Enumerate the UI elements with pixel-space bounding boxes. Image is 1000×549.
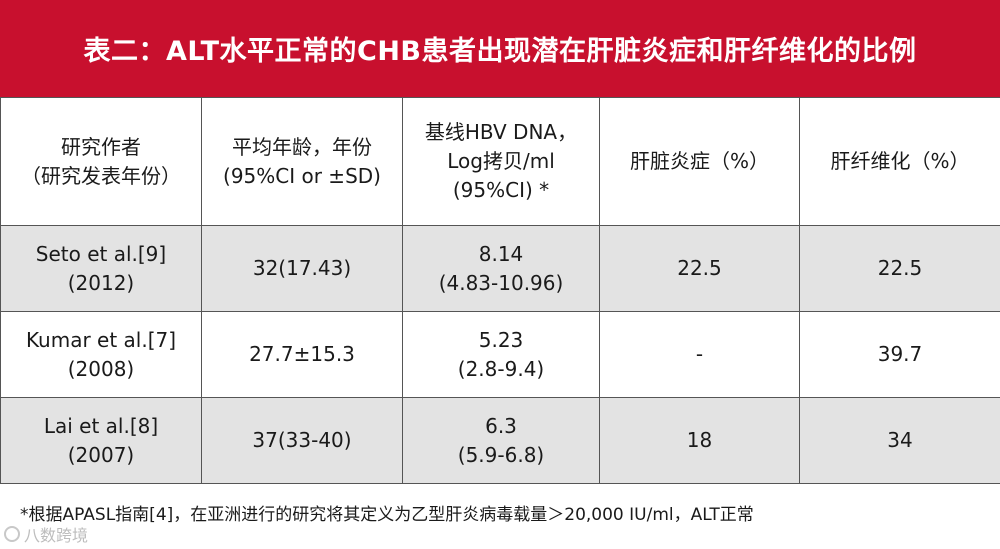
header-study: 研究作者 （研究发表年份） (0, 97, 202, 226)
table-row: Lai et al.[8] (2007) 37(33-40) 6.3 (5.9-… (0, 397, 1000, 484)
cell-inflammation: - (599, 311, 800, 398)
header-inflammation: 肝脏炎症（%） (599, 97, 800, 226)
cell-study: Kumar et al.[7] (2008) (0, 311, 202, 398)
cell-hbv-dna: 6.3 (5.9-6.8) (402, 397, 600, 484)
cell-fibrosis: 39.7 (799, 311, 1000, 398)
watermark-logo-icon (4, 526, 20, 542)
data-table: 研究作者 （研究发表年份） 平均年龄，年份 (95%CI or ±SD) 基线H… (0, 97, 1000, 484)
header-age: 平均年龄，年份 (95%CI or ±SD) (201, 97, 403, 226)
cell-study: Lai et al.[8] (2007) (0, 397, 202, 484)
table-title: 表二：ALT水平正常的CHB患者出现潜在肝脏炎症和肝纤维化的比例 (0, 0, 1000, 97)
cell-hbv-dna: 5.23 (2.8-9.4) (402, 311, 600, 398)
cell-age: 32(17.43) (201, 225, 403, 312)
table-row: Seto et al.[9] (2012) 32(17.43) 8.14 (4.… (0, 225, 1000, 312)
cell-fibrosis: 22.5 (799, 225, 1000, 312)
header-hbv-dna: 基线HBV DNA， Log拷贝/ml (95%CI) * (402, 97, 600, 226)
cell-hbv-dna: 8.14 (4.83-10.96) (402, 225, 600, 312)
table-header-row: 研究作者 （研究发表年份） 平均年龄，年份 (95%CI or ±SD) 基线H… (0, 97, 1000, 226)
watermark: 八数跨境 (4, 522, 88, 546)
header-fibrosis: 肝纤维化（%） (799, 97, 1000, 226)
table-row: Kumar et al.[7] (2008) 27.7±15.3 5.23 (2… (0, 311, 1000, 398)
watermark-text: 八数跨境 (24, 526, 89, 545)
cell-inflammation: 22.5 (599, 225, 800, 312)
cell-fibrosis: 34 (799, 397, 1000, 484)
cell-age: 27.7±15.3 (201, 311, 403, 398)
cell-age: 37(33-40) (201, 397, 403, 484)
cell-inflammation: 18 (599, 397, 800, 484)
cell-study: Seto et al.[9] (2012) (0, 225, 202, 312)
footnote: *根据APASL指南[4]，在亚洲进行的研究将其定义为乙型肝炎病毒载量＞20,0… (20, 505, 754, 525)
